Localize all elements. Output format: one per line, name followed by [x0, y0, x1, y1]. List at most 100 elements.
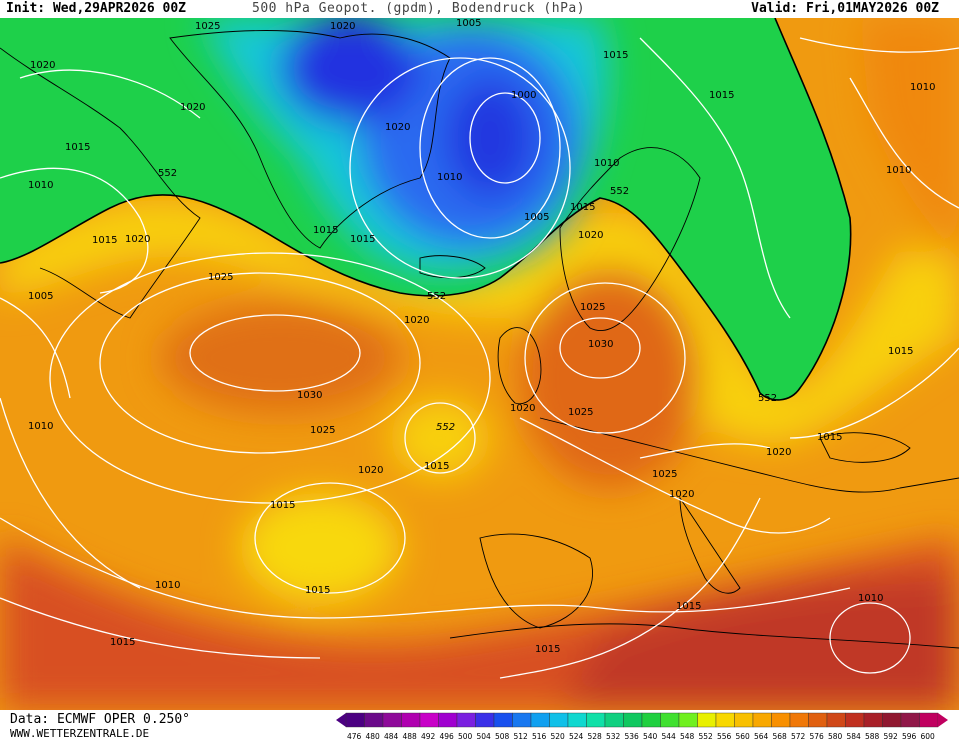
isobar-label: 1015	[305, 585, 330, 596]
geopotential-label: 552	[610, 186, 629, 197]
legend-tick-label: 528	[588, 732, 603, 741]
isobar-label: 1015	[676, 601, 701, 612]
legend-tick-label: 516	[532, 732, 547, 741]
isobar-1030-atlantic	[189, 314, 361, 392]
legend-swatch	[919, 712, 939, 728]
isobar-label: 1010	[886, 165, 911, 176]
geopotential-label: 552	[436, 422, 455, 433]
geopotential-label: 552	[427, 291, 446, 302]
legend-tick-label: 592	[884, 732, 899, 741]
coast-iceland	[419, 255, 486, 279]
legend-tick-label: 492	[421, 732, 436, 741]
isobar-label: 1015	[603, 50, 628, 61]
isobar-label: 1025	[580, 302, 605, 313]
isobar-1010-west	[0, 397, 141, 589]
geopotential-field	[0, 18, 959, 710]
legend-tick-label: 484	[384, 732, 399, 741]
isobar-label: 1015	[817, 432, 842, 443]
isobar-label: 1020	[330, 21, 355, 32]
isobar-1030-europe	[559, 317, 641, 379]
isobar-label: 1010	[594, 158, 619, 169]
isobar-1015-labrador	[0, 167, 149, 294]
legend-swatch	[771, 712, 791, 728]
isobars	[0, 37, 959, 679]
legend-tick-label: 600	[921, 732, 936, 741]
isobar-label: 1010	[910, 82, 935, 93]
legend-swatch	[438, 712, 458, 728]
isobar-label: 1030	[297, 390, 322, 401]
isobar-label: 1000	[511, 90, 536, 101]
isobar-1020-north	[19, 69, 201, 119]
isobar-label: 1010	[28, 180, 53, 191]
legend-swatch	[382, 712, 402, 728]
isobar-1020-atlantic	[49, 252, 491, 504]
legend-tick-label: 524	[569, 732, 584, 741]
header-bar: Init: Wed,29APR2026 00Z 500 hPa Geopot. …	[0, 0, 959, 18]
isobar-label: 1025	[568, 407, 593, 418]
legend-swatch	[660, 712, 680, 728]
isobar-1000-low	[469, 92, 541, 184]
isobar-labels: 1025 1020 1020 1015 1010 1015 1020 1005 …	[28, 18, 935, 655]
legend-tick-label: 588	[865, 732, 880, 741]
legend-tick-label: 504	[477, 732, 492, 741]
legend-swatch	[456, 712, 476, 728]
legend-tick-label: 476	[347, 732, 362, 741]
legend-swatch	[752, 712, 772, 728]
isobar-label: 1010	[155, 580, 180, 591]
legend-tick-label: 596	[902, 732, 917, 741]
valid-time: Valid: Fri,01MAY2026 00Z	[751, 1, 939, 16]
isobar-1025-europe	[524, 282, 686, 434]
isobar-1015-south	[0, 517, 851, 619]
isobar-label: 1015	[92, 235, 117, 246]
field-yellow-blob	[240, 493, 400, 603]
legend-swatch	[345, 712, 365, 728]
field-high-europe	[520, 268, 700, 488]
coast-blacksea	[819, 432, 911, 463]
isobar-label: 1015	[110, 637, 135, 648]
weather-map: 1025 1020 1020 1015 1010 1015 1020 1005 …	[0, 18, 959, 710]
isobar-label: 1015	[65, 142, 90, 153]
isobar-1015-sahara	[499, 497, 761, 679]
isobar-label: 1020	[578, 230, 603, 241]
legend-swatch	[882, 712, 902, 728]
isobar-label: 1015	[350, 234, 375, 245]
legend-tick-label: 532	[606, 732, 621, 741]
isobar-1010-low	[349, 57, 571, 279]
legend-swatch	[734, 712, 754, 728]
legend-swatch	[530, 712, 550, 728]
isobar-label: 1025	[652, 469, 677, 480]
isobar-label: 1025	[310, 425, 335, 436]
legend-tick-label: 540	[643, 732, 658, 741]
isobar-label: 1025	[208, 272, 233, 283]
coast-greenland	[169, 30, 451, 249]
legend-tick-label: 508	[495, 732, 510, 741]
isobar-label: 1020	[358, 465, 383, 476]
isobar-1010-east	[849, 77, 959, 209]
legend-tick-label: 560	[736, 732, 751, 741]
isobar-1015-azores	[404, 402, 476, 474]
legend-arrow-left	[336, 713, 346, 727]
field-high-atlantic	[160, 303, 400, 413]
isobar-label: 1020	[125, 234, 150, 245]
coast-canada	[0, 47, 201, 319]
legend-tick-label: 564	[754, 732, 769, 741]
legend-tick-label: 580	[828, 732, 843, 741]
isobar-label: 1020	[385, 122, 410, 133]
isobar-1025-balkans	[639, 443, 771, 459]
isobar-label: 1015	[570, 202, 595, 213]
isobar-label: 1010	[858, 593, 883, 604]
legend-swatch	[549, 712, 569, 728]
isobar-1015-blob	[254, 482, 406, 594]
isobar-1005-low	[419, 57, 561, 239]
coast-iberia	[479, 533, 593, 629]
coast-africa	[449, 623, 959, 649]
legend-swatch	[900, 712, 920, 728]
legend-swatch	[401, 712, 421, 728]
legend-swatch	[789, 712, 809, 728]
legend-arrow-right	[938, 713, 948, 727]
legend-swatch	[641, 712, 661, 728]
isobar-1025-atlantic	[99, 272, 421, 454]
isobar-label: 1020	[766, 447, 791, 458]
legend-tick-label: 496	[440, 732, 455, 741]
isobar-1015-far-east	[799, 37, 959, 53]
